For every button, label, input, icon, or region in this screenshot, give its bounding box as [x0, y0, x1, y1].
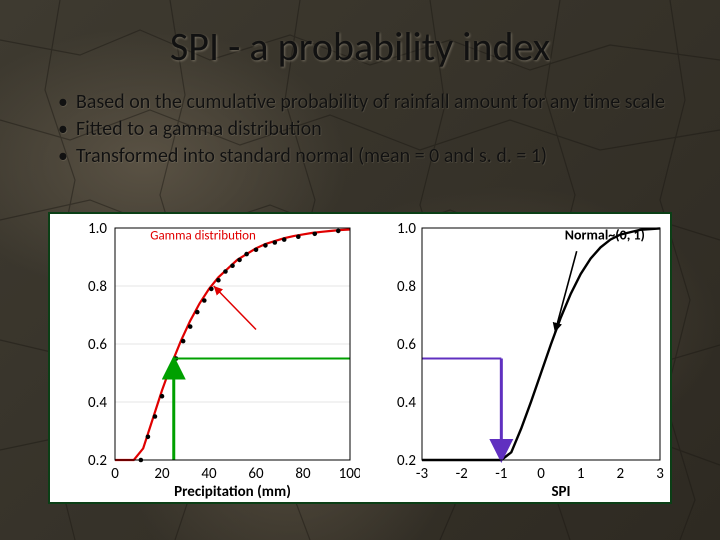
svg-text:80: 80 — [295, 465, 311, 483]
svg-text:Gamma distribution: Gamma distribution — [150, 229, 256, 244]
slide-title: SPI - a probability index — [0, 22, 720, 71]
svg-text:1: 1 — [577, 465, 585, 483]
svg-text:0.6: 0.6 — [88, 336, 107, 354]
bullet-item: Fitted to a gamma distribution — [58, 117, 680, 142]
svg-text:-2: -2 — [456, 465, 468, 483]
svg-text:0.4: 0.4 — [88, 394, 107, 412]
svg-text:Normal~(0, 1): Normal~(0, 1) — [565, 227, 645, 244]
svg-text:2: 2 — [617, 465, 625, 483]
svg-text:SPI: SPI — [551, 483, 570, 500]
gamma-cdf-chart: 0.2 0.4 0.6 0.8 1.0 0 20 40 60 80 100 Precipitation… — [60, 218, 360, 500]
svg-text:0.8: 0.8 — [88, 278, 107, 296]
bullet-item: Transformed into standard normal (mean =… — [58, 144, 680, 169]
svg-text:0: 0 — [111, 465, 119, 483]
chart-container: Cumulative Probability 0.20.40.60.81.002… — [48, 212, 672, 504]
bullet-list: Based on the cumulative probability of r… — [58, 90, 680, 171]
svg-text:-3: -3 — [416, 465, 429, 483]
svg-text:Precipitation (mm): Precipitation (mm) — [174, 483, 291, 500]
normal-cdf-chart: 0.2 0.4 0.6 0.8 1.0 -3 -2 -1 0 1 2 3 SPI Normal~(0, 1… — [380, 218, 668, 500]
svg-text:0.2: 0.2 — [397, 452, 416, 470]
svg-text:0.2: 0.2 — [88, 452, 107, 470]
bullet-item: Based on the cumulative probability of r… — [58, 90, 680, 115]
svg-text:0.8: 0.8 — [397, 278, 416, 296]
gamma-cdf-plot: 0.2 0.4 0.6 0.8 1.0 0 20 40 60 80 100 Precipitation… — [60, 218, 360, 500]
svg-text:3: 3 — [656, 465, 664, 483]
svg-text:20: 20 — [154, 465, 170, 483]
svg-text:0: 0 — [537, 465, 545, 483]
svg-text:0.4: 0.4 — [397, 394, 416, 412]
svg-text:-1: -1 — [495, 465, 507, 483]
normal-cdf-plot: 0.2 0.4 0.6 0.8 1.0 -3 -2 -1 0 1 2 3 SPI Normal~(0, 1… — [380, 218, 668, 500]
svg-text:1.0: 1.0 — [397, 220, 416, 238]
svg-text:1.0: 1.0 — [88, 220, 107, 238]
svg-text:100: 100 — [339, 465, 360, 483]
svg-text:0.6: 0.6 — [397, 336, 416, 354]
svg-text:60: 60 — [248, 465, 264, 483]
svg-text:40: 40 — [201, 465, 217, 483]
